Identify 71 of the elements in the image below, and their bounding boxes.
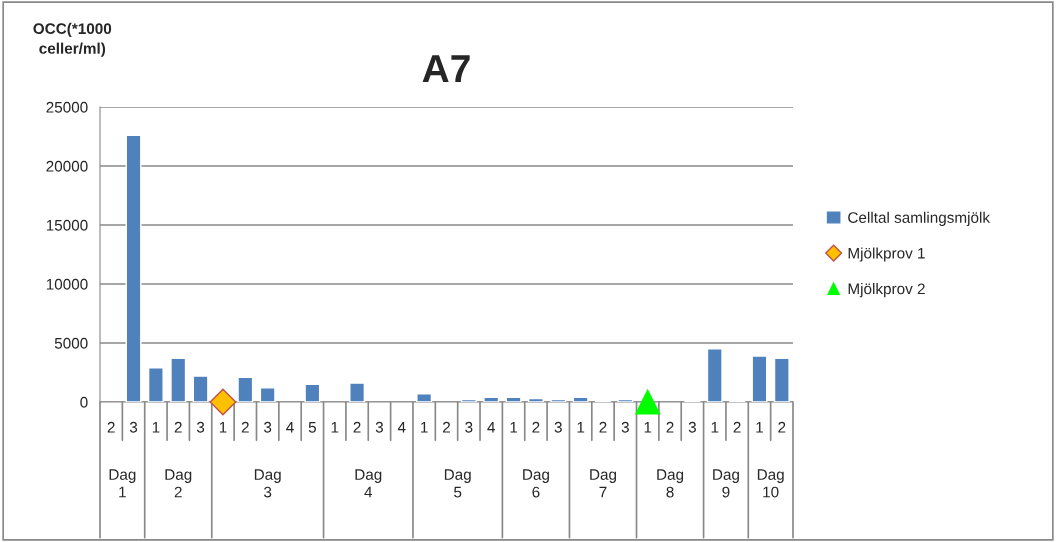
x-tick-label: 4 [397, 422, 406, 433]
x-tick-label: 3 [465, 421, 473, 433]
x-tick-label: 2 [532, 421, 540, 433]
x-tick-label: 1 [421, 422, 428, 433]
x-tick-label: 3 [129, 421, 138, 433]
bar [773, 357, 790, 402]
text: Dag 2 [165, 469, 192, 498]
bar [505, 396, 522, 402]
text: Dag 10 [757, 469, 784, 498]
x-tick-label: 1 [510, 422, 518, 433]
x-tick-label: 4 [487, 422, 496, 433]
x-tick-label: 3 [688, 421, 696, 433]
text: Dag 6 [523, 469, 549, 498]
bar [483, 396, 500, 402]
bar [170, 357, 187, 402]
x-tick-label: 2 [107, 421, 115, 433]
y-tick-label: 0 [80, 396, 88, 408]
x-tick-label: 2 [599, 421, 607, 433]
text: Dag 5 [444, 469, 471, 498]
bar [304, 383, 321, 402]
legend-label: Celltal samlingsmjölk [848, 211, 991, 226]
bar [572, 396, 589, 402]
y-tick-label: 5000 [54, 337, 88, 349]
x-tick-label: 4 [286, 422, 294, 433]
bar [237, 376, 254, 402]
text: Dag 7 [590, 469, 617, 498]
x-tick-label: 5 [308, 422, 316, 433]
x-tick-label: 1 [577, 422, 585, 433]
bar [147, 367, 164, 402]
x-tick-label: 1 [711, 422, 719, 433]
bar [192, 375, 209, 402]
bar [259, 387, 276, 402]
x-tick-label: 1 [756, 422, 763, 433]
y-axis-title: OCC(*1000 celler/ml) [33, 22, 112, 57]
x-tick-label: 2 [174, 421, 182, 433]
legend-label: Mjölkprov 1 [848, 247, 925, 262]
bar [617, 398, 634, 402]
text: Dag 8 [657, 469, 684, 498]
x-tick-label: 1 [219, 422, 227, 433]
x-tick-label: 1 [152, 422, 160, 433]
y-tick-label: 25000 [46, 101, 88, 113]
text: Dag 1 [109, 469, 136, 498]
x-tick-label: 2 [443, 421, 450, 433]
y-tick-label: 15000 [46, 219, 88, 231]
text: Dag 4 [355, 469, 382, 498]
x-tick-label: 2 [353, 421, 361, 433]
x-tick-label: 2 [241, 421, 249, 433]
text: Dag 9 [713, 469, 739, 498]
bar [416, 393, 433, 402]
x-tick-label: 3 [621, 421, 629, 433]
x-tick-label: 2 [666, 421, 674, 433]
x-tick-label: 3 [264, 421, 272, 433]
x-tick-label: 2 [733, 421, 741, 433]
x-tick-label: 2 [778, 421, 786, 433]
bar [527, 397, 544, 402]
bar [349, 382, 366, 402]
bar [751, 355, 768, 402]
chart-title: A7 [422, 55, 470, 82]
text: Dag 3 [254, 469, 281, 498]
x-tick-label: 3 [375, 421, 384, 433]
legend-label: Mjölkprov 2 [848, 283, 925, 298]
x-tick-label: 3 [196, 421, 205, 433]
bar [125, 134, 142, 402]
bar [706, 348, 723, 402]
bar [460, 398, 477, 402]
x-tick-label: 1 [331, 422, 339, 433]
y-tick-label: 20000 [46, 160, 88, 172]
x-tick-label: 3 [554, 421, 562, 433]
bar [550, 398, 567, 402]
x-tick-label: 1 [644, 422, 652, 433]
y-tick-label: 10000 [46, 278, 88, 290]
